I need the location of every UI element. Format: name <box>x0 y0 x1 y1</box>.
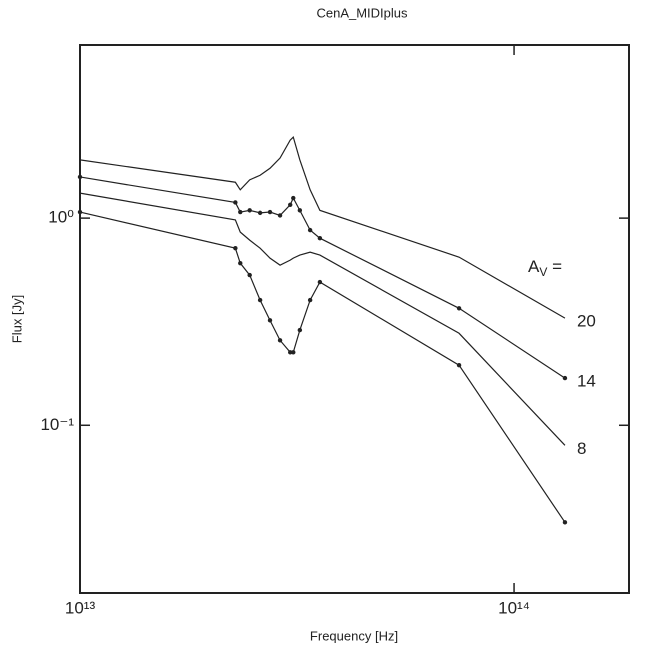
data-point <box>317 235 323 241</box>
data-point <box>307 227 313 233</box>
data-point <box>238 260 243 266</box>
data-point <box>297 208 303 213</box>
data-point <box>233 245 238 251</box>
y-tick-label: 10⁻¹ <box>40 415 74 434</box>
legend-title-base: A <box>528 257 540 276</box>
data-point <box>257 297 263 303</box>
series-line <box>79 136 566 319</box>
x-axis-label: Frequency [Hz] <box>310 628 398 643</box>
data-point <box>562 520 568 525</box>
y-axis-label: Flux [Jy] <box>9 295 24 343</box>
series-label: 8 <box>577 439 586 458</box>
data-point <box>238 209 243 215</box>
data-point <box>562 375 568 381</box>
x-tick-label: 10¹³ <box>65 598 96 617</box>
data-point <box>288 350 293 355</box>
data-point <box>291 195 296 201</box>
chart-title: CenA_MIDIplus <box>316 5 408 20</box>
data-point <box>291 350 296 355</box>
data-point <box>77 174 83 180</box>
legend-title-rest: = <box>547 257 562 276</box>
data-point <box>277 213 283 218</box>
data-point <box>317 279 323 285</box>
plot-frame <box>79 44 630 594</box>
data-point <box>257 210 263 216</box>
data-point <box>307 297 313 303</box>
x-tick-label: 10¹⁴ <box>498 598 530 617</box>
series-line <box>79 211 566 523</box>
series-line <box>79 176 566 379</box>
data-point <box>267 318 273 323</box>
series-label: 14 <box>577 372 596 391</box>
series-label: 20 <box>577 312 596 331</box>
legend-title-sub: V <box>539 265 547 279</box>
data-point <box>277 338 283 343</box>
data-point <box>456 306 462 311</box>
data-point <box>77 209 83 215</box>
data-point <box>297 327 303 333</box>
data-point <box>247 272 252 278</box>
legend-title: AV = <box>528 257 562 279</box>
data-point <box>267 209 273 215</box>
data-point <box>247 208 252 213</box>
data-point <box>233 200 238 205</box>
series-line <box>79 192 566 446</box>
y-tick-label: 10⁰ <box>48 208 74 227</box>
data-point <box>288 202 293 207</box>
data-point <box>456 362 462 368</box>
